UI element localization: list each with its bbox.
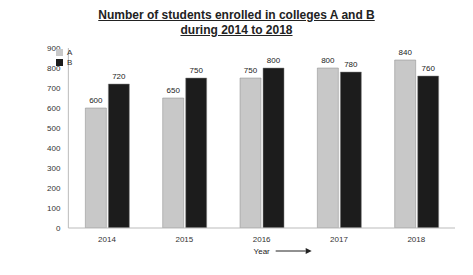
svg-text:760: 760 <box>422 64 436 73</box>
svg-text:100: 100 <box>47 204 61 213</box>
svg-text:200: 200 <box>47 184 61 193</box>
svg-text:750: 750 <box>244 66 258 75</box>
svg-text:800: 800 <box>47 64 61 73</box>
svg-text:300: 300 <box>47 164 61 173</box>
svg-text:700: 700 <box>47 84 61 93</box>
svg-text:900: 900 <box>47 44 61 53</box>
svg-text:2017: 2017 <box>330 235 348 244</box>
svg-text:2016: 2016 <box>253 235 271 244</box>
html-text:Number of students enrolled in: Number of students enrolled in colleges … <box>98 8 375 37</box>
svg-text:840: 840 <box>399 48 413 57</box>
svg-text:800: 800 <box>267 56 281 65</box>
svg-text:2015: 2015 <box>175 235 193 244</box>
svg-text:800: 800 <box>321 56 335 65</box>
svg-text:0: 0 <box>56 224 61 233</box>
svg-text:600: 600 <box>47 104 61 113</box>
html-text:A: A <box>67 48 73 57</box>
svg-text:720: 720 <box>112 72 126 81</box>
svg-text:780: 780 <box>344 60 358 69</box>
svg-text:400: 400 <box>47 144 61 153</box>
html-text:B: B <box>67 58 73 67</box>
svg-text:2018: 2018 <box>407 235 425 244</box>
svg-text:500: 500 <box>47 124 61 133</box>
svg-text:650: 650 <box>167 86 181 95</box>
svg-text:2014: 2014 <box>98 235 116 244</box>
svg-text:750: 750 <box>190 66 204 75</box>
svg-text:600: 600 <box>89 96 103 105</box>
svg-text:Year: Year <box>254 247 271 256</box>
